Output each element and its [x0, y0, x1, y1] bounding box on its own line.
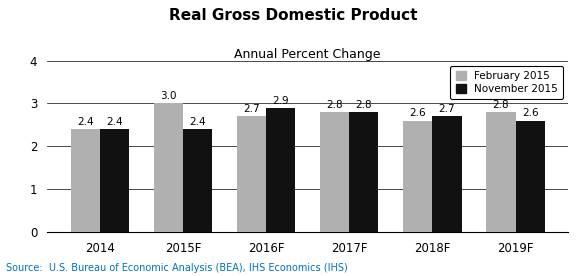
- Bar: [154, 104, 183, 232]
- Text: 2.8: 2.8: [493, 100, 509, 110]
- Text: 2.6: 2.6: [522, 108, 539, 118]
- Text: 2.7: 2.7: [243, 104, 260, 114]
- Text: 2.4: 2.4: [77, 117, 93, 127]
- Bar: [403, 121, 432, 232]
- Bar: [183, 129, 212, 232]
- Bar: [266, 108, 295, 232]
- Bar: [237, 116, 266, 232]
- Legend: February 2015, November 2015: February 2015, November 2015: [450, 66, 563, 99]
- Bar: [320, 112, 349, 232]
- Text: 2.4: 2.4: [106, 117, 122, 127]
- Text: 3.0: 3.0: [160, 91, 176, 101]
- Bar: [516, 121, 545, 232]
- Bar: [349, 112, 379, 232]
- Text: 2.6: 2.6: [410, 108, 426, 118]
- Text: 2.8: 2.8: [356, 100, 372, 110]
- Bar: [486, 112, 516, 232]
- Title: Annual Percent Change: Annual Percent Change: [234, 48, 381, 61]
- Text: Real Gross Domestic Product: Real Gross Domestic Product: [169, 8, 417, 23]
- Text: 2.8: 2.8: [326, 100, 343, 110]
- Bar: [432, 116, 462, 232]
- Text: 2.9: 2.9: [272, 96, 289, 106]
- Text: 2.7: 2.7: [439, 104, 455, 114]
- Bar: [100, 129, 129, 232]
- Text: 2.4: 2.4: [189, 117, 206, 127]
- Text: Source:  U.S. Bureau of Economic Analysis (BEA), IHS Economics (IHS): Source: U.S. Bureau of Economic Analysis…: [6, 263, 347, 273]
- Bar: [70, 129, 100, 232]
